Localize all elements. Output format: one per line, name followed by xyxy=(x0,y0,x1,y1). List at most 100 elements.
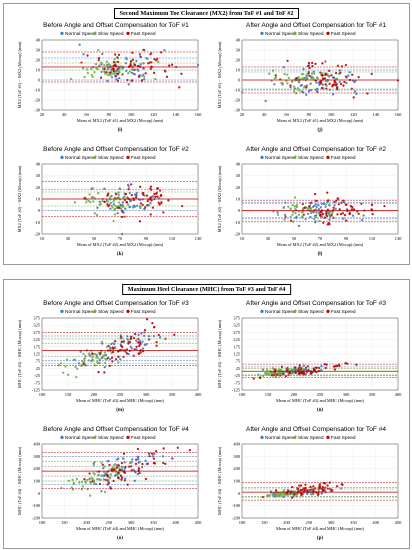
data-point xyxy=(147,452,151,455)
data-point xyxy=(137,75,141,78)
x-tick-label: 100 xyxy=(39,392,46,397)
data-point xyxy=(240,91,244,94)
data-point xyxy=(277,368,281,371)
data-point xyxy=(307,90,311,93)
data-point xyxy=(295,77,298,80)
data-point xyxy=(196,63,200,67)
data-point xyxy=(98,64,101,67)
data-point xyxy=(329,488,333,491)
data-point xyxy=(320,364,323,368)
data-point xyxy=(133,73,136,76)
data-point xyxy=(320,86,324,90)
data-point xyxy=(287,205,290,208)
x-tick-label: 140 xyxy=(372,112,379,117)
data-point xyxy=(327,199,330,202)
data-point xyxy=(383,204,386,208)
data-point xyxy=(271,69,275,72)
data-point xyxy=(103,200,106,204)
y-tick-label: 0 xyxy=(38,78,41,83)
data-point xyxy=(106,194,109,197)
data-point xyxy=(330,214,333,217)
data-point xyxy=(117,361,120,364)
data-point xyxy=(93,71,96,74)
x-tick-label: 120 xyxy=(350,112,357,117)
data-point xyxy=(82,352,85,355)
data-point xyxy=(294,371,297,375)
data-point xyxy=(144,459,147,462)
data-point xyxy=(116,72,120,75)
data-point xyxy=(149,67,152,71)
data-point xyxy=(117,70,121,73)
y-tick-label: 20 xyxy=(36,58,41,63)
x-tick-label: 300 xyxy=(328,520,335,525)
data-point xyxy=(57,364,61,367)
data-point xyxy=(303,206,306,209)
x-tick-label: 120 xyxy=(150,112,157,117)
y-tick-label: 40 xyxy=(236,162,241,167)
data-point xyxy=(170,63,174,66)
x-tick-label: 100 xyxy=(328,112,335,117)
legend-marker xyxy=(293,309,297,313)
data-point xyxy=(318,219,321,223)
data-point xyxy=(120,215,124,219)
chart-j: After Angle and Offset Compensation for … xyxy=(217,22,402,133)
data-point xyxy=(121,72,125,76)
data-point xyxy=(319,211,322,214)
y-tick-label: 0 xyxy=(38,491,41,496)
data-point xyxy=(310,493,313,496)
data-point xyxy=(108,463,111,467)
data-point xyxy=(339,212,343,216)
data-point xyxy=(120,340,123,343)
data-point xyxy=(82,360,86,363)
data-point xyxy=(87,199,90,203)
data-point xyxy=(283,72,286,76)
y-tick-label: 325 xyxy=(33,323,40,328)
data-point xyxy=(110,468,113,471)
data-point xyxy=(112,60,116,64)
data-point xyxy=(78,481,81,484)
data-point xyxy=(119,358,122,361)
y-tick-label: 30 xyxy=(236,173,241,178)
data-point xyxy=(342,84,345,87)
data-point xyxy=(117,60,120,64)
y-tick-label: 0 xyxy=(238,491,241,496)
data-point xyxy=(311,76,314,79)
panel-caption: (k) xyxy=(117,252,123,257)
x-tick-label: 60 xyxy=(84,112,89,117)
y-tick-label: -100 xyxy=(232,503,241,508)
data-point xyxy=(99,478,102,482)
data-point xyxy=(314,208,318,211)
data-point xyxy=(150,199,153,202)
y-tick-label: 30 xyxy=(36,48,41,53)
data-point xyxy=(274,74,277,77)
data-point xyxy=(293,87,297,90)
y-tick-label: -125 xyxy=(32,388,41,393)
x-tick-label: 10 xyxy=(40,236,45,241)
data-point xyxy=(142,67,145,70)
data-point xyxy=(81,480,84,484)
plot-area xyxy=(241,39,399,111)
data-point xyxy=(173,333,176,336)
data-point xyxy=(323,216,327,219)
y-tick-label: 10 xyxy=(36,197,41,202)
data-point xyxy=(91,75,94,79)
data-point xyxy=(103,351,107,354)
data-point xyxy=(312,70,315,73)
data-point xyxy=(106,79,109,83)
data-point xyxy=(321,62,324,65)
data-point xyxy=(316,493,320,497)
data-point xyxy=(83,478,86,481)
data-point xyxy=(318,83,321,86)
data-point xyxy=(308,489,311,493)
y-tick-label: -75 xyxy=(34,380,41,385)
chart-i: Before Angle and Offset Compensation for… xyxy=(17,22,202,133)
data-point xyxy=(312,210,316,213)
data-point xyxy=(133,332,137,336)
legend-label: Normal Speed xyxy=(265,435,296,441)
data-point xyxy=(134,196,138,199)
legend-label: Fast Speed xyxy=(131,31,156,37)
data-point xyxy=(304,483,307,486)
data-point xyxy=(143,328,147,332)
data-point xyxy=(162,211,165,214)
legend-label: Fast Speed xyxy=(331,309,356,315)
